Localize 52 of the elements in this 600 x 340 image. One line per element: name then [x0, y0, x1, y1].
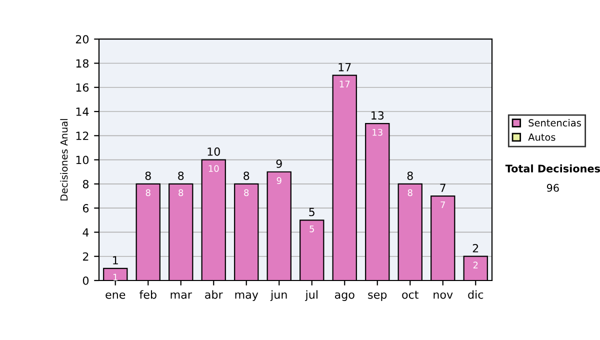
- data-label: 8: [244, 189, 249, 196]
- total-label: 17: [338, 63, 351, 72]
- data-label: 17: [340, 80, 350, 88]
- y-tick-label: 2: [83, 252, 88, 261]
- data-label: 8: [408, 189, 412, 196]
- y-tick-label: 12: [76, 132, 88, 140]
- text: 96: [546, 184, 559, 192]
- y-tick-label: 14: [76, 108, 89, 116]
- data-label: 13: [372, 128, 382, 136]
- x-tick-label: nov: [434, 292, 453, 299]
- x-tick-label: may: [235, 292, 258, 301]
- legend-label: Autos: [528, 134, 556, 141]
- data-label: 1: [113, 274, 118, 280]
- text: Total Decisiones: [505, 164, 600, 172]
- x-tick-label: feb: [139, 290, 156, 299]
- y-tick-label: 4: [82, 228, 89, 236]
- y-tick-label: 18: [76, 59, 89, 68]
- total-label: 9: [276, 160, 282, 168]
- data-label: 2: [473, 262, 478, 268]
- total-label: 13: [372, 111, 384, 120]
- total-label: 5: [309, 208, 314, 216]
- x-tick-label: jul: [305, 290, 318, 301]
- y-tick-label: 0: [82, 276, 89, 285]
- x-tick-label: mar: [170, 292, 192, 299]
- total-label: 8: [145, 172, 151, 180]
- data-label: 9: [276, 177, 282, 184]
- y-tick-label: 16: [76, 83, 89, 92]
- y-tick-label: 8: [82, 180, 89, 188]
- y-axis-title: Decisiones Anual: [60, 119, 68, 200]
- x-tick-label: ago: [334, 292, 354, 301]
- legend-label: Sentencias: [528, 118, 581, 127]
- data-label: 8: [178, 189, 184, 196]
- total-label: 2: [472, 244, 478, 252]
- total-label: 8: [244, 172, 250, 180]
- x-tick-label: dic: [468, 290, 484, 299]
- x-tick-label: sep: [368, 292, 387, 301]
- x-tick-label: oct: [402, 290, 418, 299]
- y-tick-label: 20: [76, 35, 89, 44]
- data-label: 10: [208, 165, 219, 172]
- x-tick-label: ene: [106, 292, 126, 299]
- total-label: 1: [113, 256, 118, 264]
- total-label: 8: [407, 172, 413, 180]
- y-tick-label: 6: [82, 204, 89, 212]
- x-tick-label: jun: [270, 290, 287, 301]
- data-label: 5: [310, 226, 314, 232]
- data-label: 7: [440, 201, 445, 208]
- total-label: 10: [208, 147, 220, 156]
- y-tick-label: 10: [76, 156, 89, 164]
- total-label: 8: [178, 172, 184, 180]
- total-label: 7: [440, 184, 446, 192]
- x-tick-label: abr: [205, 290, 223, 299]
- data-label: 8: [146, 189, 150, 196]
